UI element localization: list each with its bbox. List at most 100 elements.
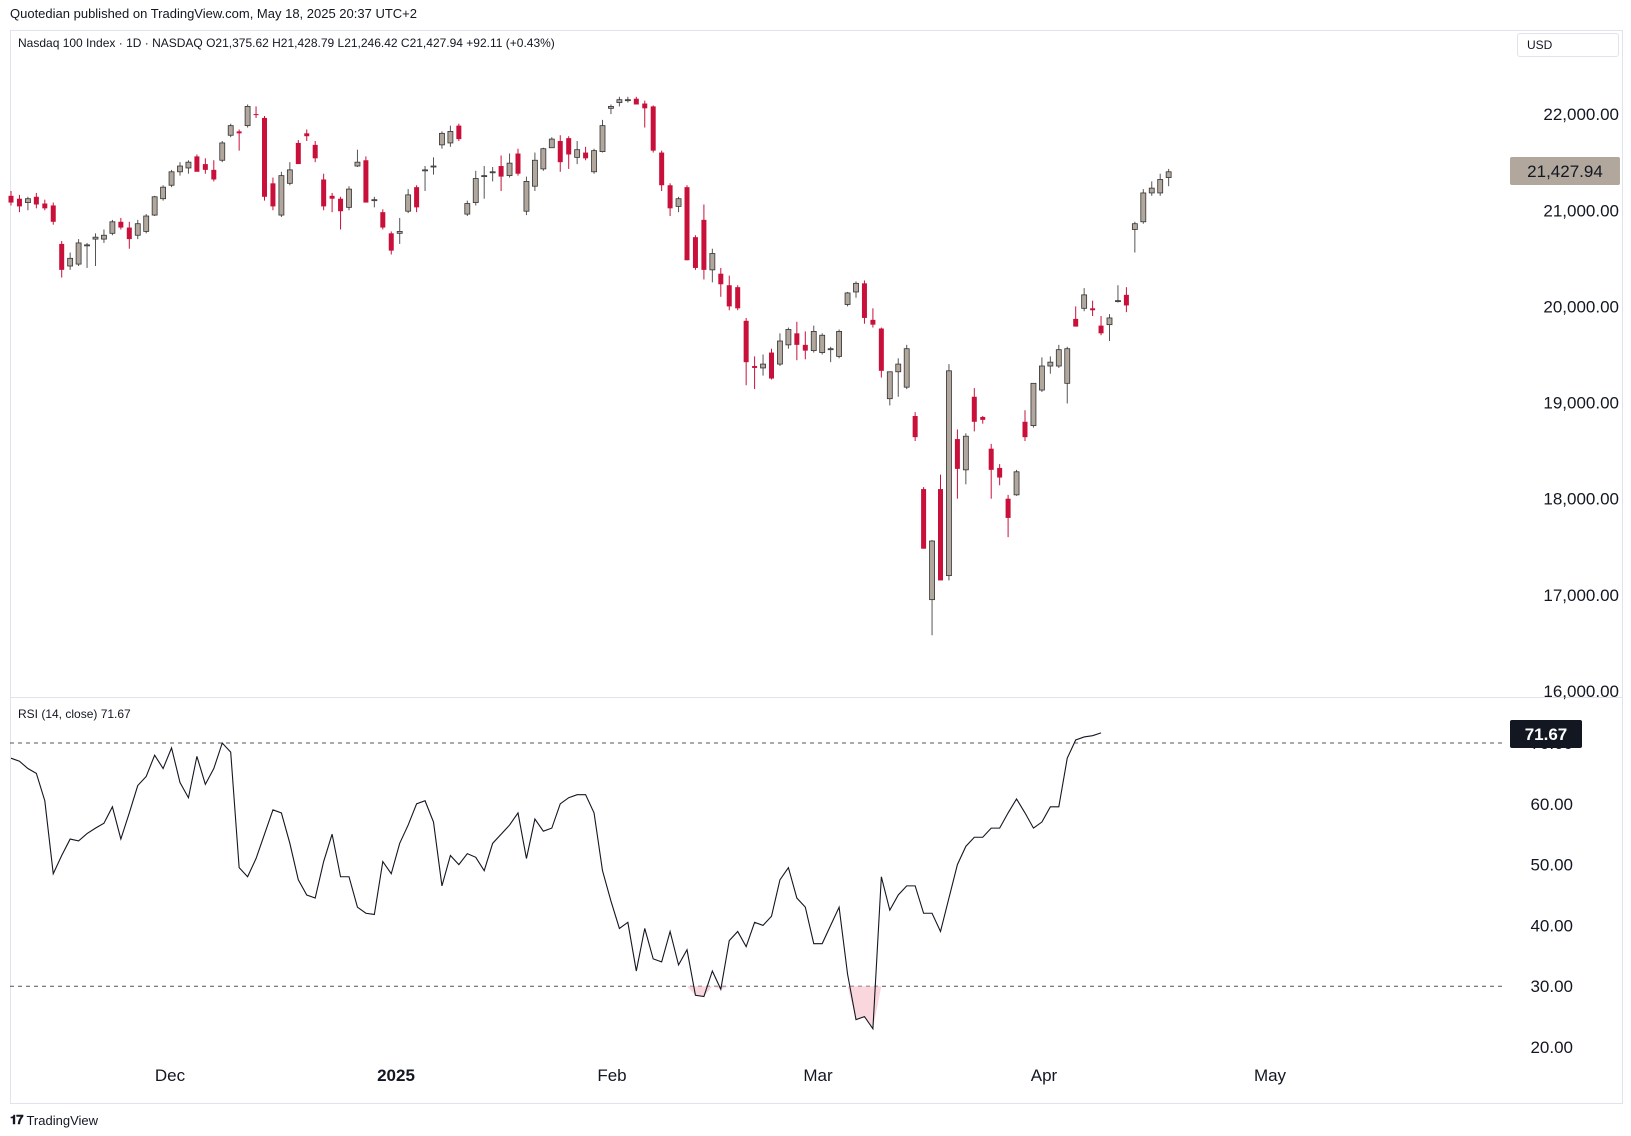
candle-body xyxy=(718,273,724,285)
time-tick-label: Dec xyxy=(155,1066,186,1085)
candle-body xyxy=(1081,294,1088,309)
last-rsi-badge xyxy=(1510,720,1582,748)
currency-button[interactable]: USD xyxy=(1517,33,1619,57)
candle-body xyxy=(515,153,521,174)
candle-body xyxy=(506,162,513,177)
candle-body xyxy=(870,319,876,325)
candle-body xyxy=(836,330,842,357)
candle-body xyxy=(498,166,504,177)
candle-body xyxy=(126,227,132,240)
candle-body xyxy=(684,187,690,261)
candle-body xyxy=(388,233,394,251)
price-legend: Nasdaq 100 Index · 1D · NASDAQ O21,375.6… xyxy=(18,36,555,50)
candle-body xyxy=(422,169,428,172)
price-tick-label: 17,000.00 xyxy=(1543,586,1619,605)
candle-body xyxy=(253,114,259,116)
candle-body xyxy=(447,131,454,144)
candle-body xyxy=(414,187,420,208)
candle-body xyxy=(75,242,82,265)
candle-body xyxy=(464,203,471,215)
candle-body xyxy=(886,371,893,400)
candle-body xyxy=(980,416,986,420)
time-tick-label: May xyxy=(1254,1066,1287,1085)
candle-body xyxy=(1123,294,1129,306)
candle-body xyxy=(489,171,496,174)
price-tick-label: 16,000.00 xyxy=(1543,682,1619,701)
candle-body xyxy=(701,219,707,270)
candle-body xyxy=(752,366,758,368)
candle-body xyxy=(67,257,74,267)
candle-body xyxy=(735,287,741,309)
candle-body xyxy=(244,106,251,127)
candle-body xyxy=(794,333,800,345)
candle-body xyxy=(548,138,555,149)
candle-body xyxy=(1073,318,1079,327)
tradingview-logo[interactable]: 𝟏𝟕 TradingView xyxy=(10,1112,98,1128)
candle-body xyxy=(1022,421,1028,438)
candle-body xyxy=(456,125,462,140)
candle-body xyxy=(1140,192,1147,223)
time-tick-label: Feb xyxy=(597,1066,626,1085)
candle-body xyxy=(583,152,589,159)
price-tick-label: 20,000.00 xyxy=(1543,297,1619,316)
candle-body xyxy=(405,194,412,212)
time-axis: Dec 2025 Feb Mar Apr May xyxy=(155,1066,1287,1085)
candle-body xyxy=(624,99,631,102)
candle-body xyxy=(599,125,606,152)
candle-body xyxy=(472,178,479,203)
candle-body xyxy=(168,171,175,186)
candle-body xyxy=(286,169,293,184)
candle-body xyxy=(50,205,56,222)
candle-body xyxy=(439,132,445,146)
rsi-plot xyxy=(10,732,1102,1031)
candle-body xyxy=(726,285,732,307)
price-tick-label: 19,000.00 xyxy=(1543,394,1619,413)
candle-body xyxy=(523,181,530,212)
candle-body xyxy=(177,165,183,173)
candle-body xyxy=(363,160,369,203)
candle-body xyxy=(557,141,563,163)
rsi-oversold-fill xyxy=(687,986,713,997)
candle-body xyxy=(1106,317,1113,326)
pane-separator[interactable] xyxy=(10,697,1623,698)
candle-body xyxy=(540,148,547,170)
price-tick-label: 22,000.00 xyxy=(1543,105,1619,124)
candle-body xyxy=(802,344,808,351)
publisher-line: Quotedian published on TradingView.com, … xyxy=(10,6,417,21)
candle-body xyxy=(946,370,952,577)
candle-body xyxy=(380,212,386,228)
price-axis: 16,000.00 17,000.00 18,000.00 19,000.00 20,0… xyxy=(1543,105,1619,701)
candle-body xyxy=(481,175,488,178)
candle-body xyxy=(743,320,749,363)
candle-body xyxy=(1098,325,1104,334)
candle-body xyxy=(819,334,826,353)
last-value-badges: 21,427.94 71.67 xyxy=(1510,157,1620,748)
candle-body xyxy=(962,435,969,471)
candle-body xyxy=(396,231,403,234)
candle-body xyxy=(895,363,902,373)
candle-body xyxy=(997,467,1003,478)
candle-body xyxy=(777,340,783,365)
price-tick-label: 21,000.00 xyxy=(1543,201,1619,220)
rsi-line xyxy=(10,732,1102,1031)
rsi-tick-label: 50.00 xyxy=(1530,856,1573,875)
candle-body xyxy=(929,540,935,601)
candle-body xyxy=(185,161,192,169)
rsi-tick-label: 60.00 xyxy=(1530,795,1573,814)
candle-body xyxy=(903,348,910,388)
candle-body xyxy=(42,203,48,209)
candle-body xyxy=(1064,348,1071,384)
candle-body xyxy=(667,185,673,209)
last-rsi-label: 71.67 xyxy=(1525,725,1568,744)
rsi-tick-label: 40.00 xyxy=(1530,916,1573,935)
candle-body xyxy=(591,150,597,173)
candle-body xyxy=(354,161,361,167)
candle-body xyxy=(236,131,242,134)
tradingview-brand: TradingView xyxy=(26,1112,99,1128)
candle-body xyxy=(151,196,158,216)
candle-body xyxy=(1131,223,1138,230)
candle-body xyxy=(321,179,327,207)
candle-body xyxy=(33,196,39,205)
